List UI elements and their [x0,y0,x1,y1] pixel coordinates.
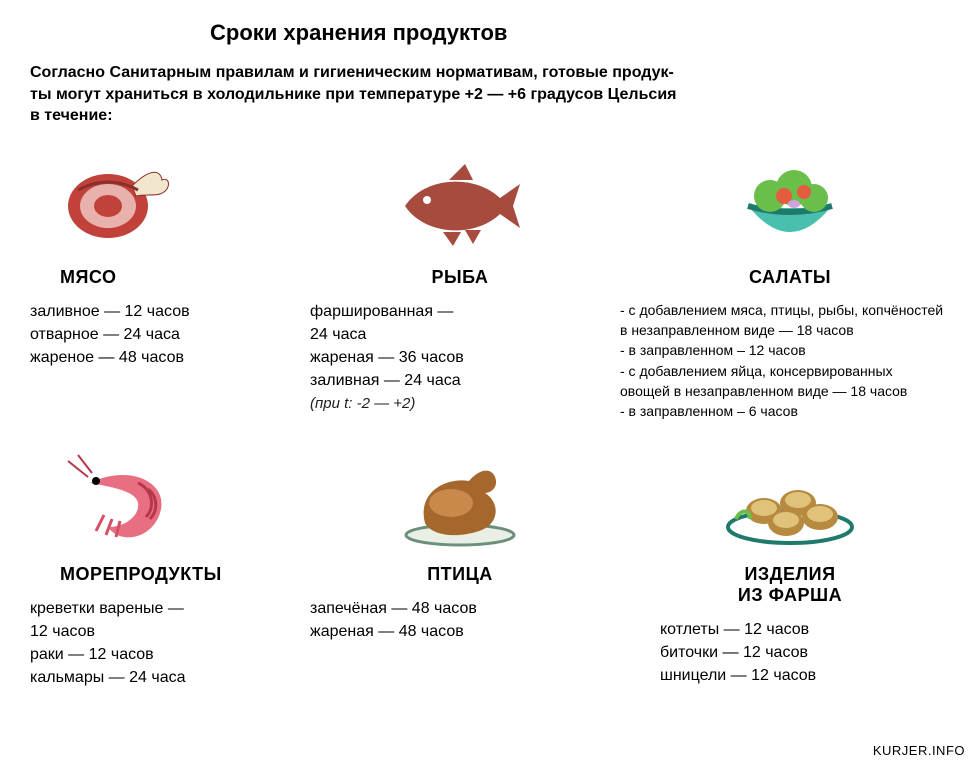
meat-icon [60,156,170,256]
poultry-line: запечёная — 48 часов [310,597,610,620]
category-meat: Мясо заливное — 12 часов отварное — 24 ч… [30,151,300,422]
shrimp-icon-wrap [30,448,300,558]
intro-line: Согласно Санитарным правилам и гигиениче… [30,64,674,81]
poultry-title: Птица [310,564,610,585]
fish-title: Рыба [310,267,610,288]
mince-line: котлеты — 12 часов [660,618,960,641]
mince-line: биточки — 12 часов [660,641,960,664]
poultry-icon-wrap [310,448,610,558]
meat-line: жареное — 48 часов [30,346,300,369]
seafood-line: раки — 12 часов [30,643,300,666]
salad-line: - с добавлением яйца, консервированных [620,361,960,381]
category-salad: Салаты - с добавлением мяса, птицы, рыбы… [620,151,960,422]
seafood-line: креветки вареные — [30,597,300,620]
salad-title: Салаты [620,267,960,288]
intro-line: в течение: [30,107,113,124]
intro-line: ты могут храниться в холодильнике при те… [30,86,676,103]
page-title: Сроки хранения продуктов [210,20,949,46]
salad-line: овощей в незаправленном виде — 18 часов [620,381,960,401]
fish-line: 24 часа [310,323,610,346]
salad-line: - с добавлением мяса, птицы, рыбы, копчё… [620,300,960,320]
salad-icon [730,156,850,256]
mince-title-line: из фарша [738,585,842,605]
salad-lines: - с добавлением мяса, птицы, рыбы, копчё… [620,300,960,422]
salad-line: - в заправленном – 12 часов [620,340,960,360]
meat-icon-wrap [30,151,300,261]
category-fish: Рыба фаршированная — 24 часа жареная — 3… [310,151,610,422]
meat-line: заливное — 12 часов [30,300,300,323]
fish-note: (при t: -2 — +2) [310,393,610,415]
fish-icon [395,156,525,256]
meat-line: отварное — 24 часа [30,323,300,346]
intro-text: Согласно Санитарным правилам и гигиениче… [30,62,949,127]
mince-title: Изделия из фарша [620,564,960,606]
salad-icon-wrap [620,151,960,261]
salad-line: - в заправленном – 6 часов [620,401,960,421]
seafood-line: 12 часов [30,620,300,643]
mince-lines: котлеты — 12 часов биточки — 12 часов шн… [620,618,960,688]
mince-icon [720,453,860,553]
poultry-icon [395,453,525,553]
seafood-title: Морепродукты [30,564,300,585]
fish-line: фаршированная — [310,300,610,323]
source-credit: KURJER.INFO [873,743,965,758]
poultry-line: жареная — 48 часов [310,620,610,643]
category-poultry: Птица запечёная — 48 часов жареная — 48 … [310,448,610,690]
fish-line: жареная — 36 часов [310,346,610,369]
mince-icon-wrap [620,448,960,558]
fish-line: заливная — 24 часа [310,369,610,392]
meat-title: Мясо [30,267,300,288]
salad-line: в незаправленном виде — 18 часов [620,320,960,340]
category-seafood: Морепродукты креветки вареные — 12 часов… [30,448,300,690]
fish-lines: фаршированная — 24 часа жареная — 36 час… [310,300,610,415]
fish-icon-wrap [310,151,610,261]
poultry-lines: запечёная — 48 часов жареная — 48 часов [310,597,610,643]
categories-grid: Мясо заливное — 12 часов отварное — 24 ч… [30,151,949,690]
category-mince: Изделия из фарша котлеты — 12 часов бито… [620,448,960,690]
seafood-line: кальмары — 24 часа [30,666,300,689]
mince-title-line: Изделия [744,564,835,584]
mince-line: шницели — 12 часов [660,664,960,687]
seafood-lines: креветки вареные — 12 часов раки — 12 ча… [30,597,300,690]
meat-lines: заливное — 12 часов отварное — 24 часа ж… [30,300,300,370]
shrimp-icon [60,453,180,553]
